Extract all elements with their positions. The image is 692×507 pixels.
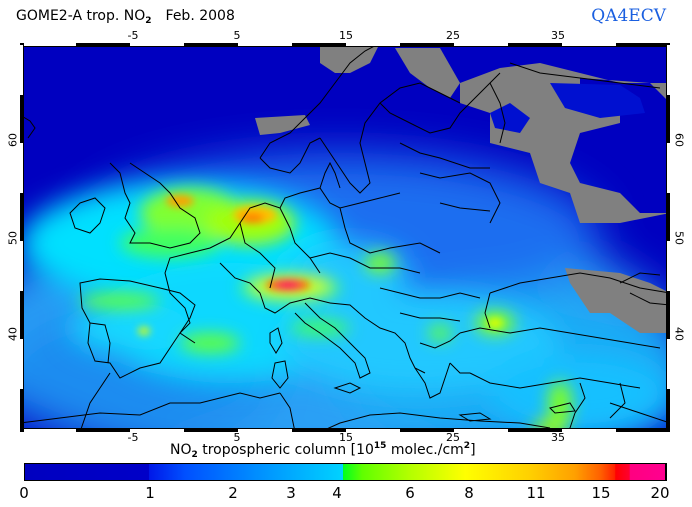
colorbar-tick: 8 bbox=[464, 484, 474, 502]
colorbar-tick: 20 bbox=[650, 484, 670, 502]
colorbar-tick: 15 bbox=[591, 484, 611, 502]
colorbar-title-close: ] bbox=[470, 442, 476, 458]
colorbar-tick: 6 bbox=[405, 484, 415, 502]
colorbar-tick: 1 bbox=[145, 484, 155, 502]
colorbar-tick: 3 bbox=[286, 484, 296, 502]
lon-tick-bottom: 35 bbox=[551, 431, 565, 444]
colorbar-title-prefix: NO bbox=[170, 442, 192, 458]
lon-tick-top: -5 bbox=[127, 29, 139, 42]
colorbar-upper-segment bbox=[343, 463, 666, 481]
lat-tick-right: 50 bbox=[672, 231, 686, 245]
colorbar-title-units: molec./cm bbox=[386, 442, 464, 458]
lon-tick-bottom: 15 bbox=[339, 431, 353, 444]
lat-tick-left: 40 bbox=[6, 327, 20, 341]
colorbar-title-main: tropospheric column [10 bbox=[197, 442, 374, 458]
map-title: GOME2-A trop. NO2 Feb. 2008 bbox=[16, 8, 235, 26]
colorbar-tick: 4 bbox=[332, 484, 342, 502]
lat-tick-right: 60 bbox=[672, 133, 686, 147]
colorbar-tick: 11 bbox=[526, 484, 546, 502]
brand-label: QA4ECV bbox=[591, 6, 666, 26]
colorbar-title-units-exp: 2 bbox=[463, 441, 471, 451]
colorbar-tick: 2 bbox=[228, 484, 238, 502]
lon-tick-bottom: -5 bbox=[127, 431, 139, 444]
lon-tick-top: 15 bbox=[339, 29, 353, 42]
lon-tick-top: 35 bbox=[551, 29, 565, 42]
lat-tick-right: 40 bbox=[672, 327, 686, 341]
colorbar-title-sub: 2 bbox=[191, 450, 198, 460]
lon-tick-top: 25 bbox=[446, 29, 460, 42]
no2-map bbox=[20, 43, 670, 432]
lon-tick-top: 5 bbox=[233, 29, 241, 42]
title-instrument: GOME2-A trop. NO bbox=[16, 8, 146, 24]
colorbar-title: NO2 tropospheric column [1015 molec./cm2… bbox=[170, 441, 476, 460]
colorbar-title-exp: 15 bbox=[373, 441, 387, 451]
lat-tick-left: 60 bbox=[6, 133, 20, 147]
title-subscript: 2 bbox=[145, 16, 152, 26]
lon-tick-bottom: 25 bbox=[446, 431, 460, 444]
lon-tick-bottom: 5 bbox=[233, 431, 241, 444]
title-date: Feb. 2008 bbox=[165, 8, 235, 24]
colorbar-tick: 0 bbox=[19, 484, 29, 502]
lat-tick-left: 50 bbox=[6, 231, 20, 245]
